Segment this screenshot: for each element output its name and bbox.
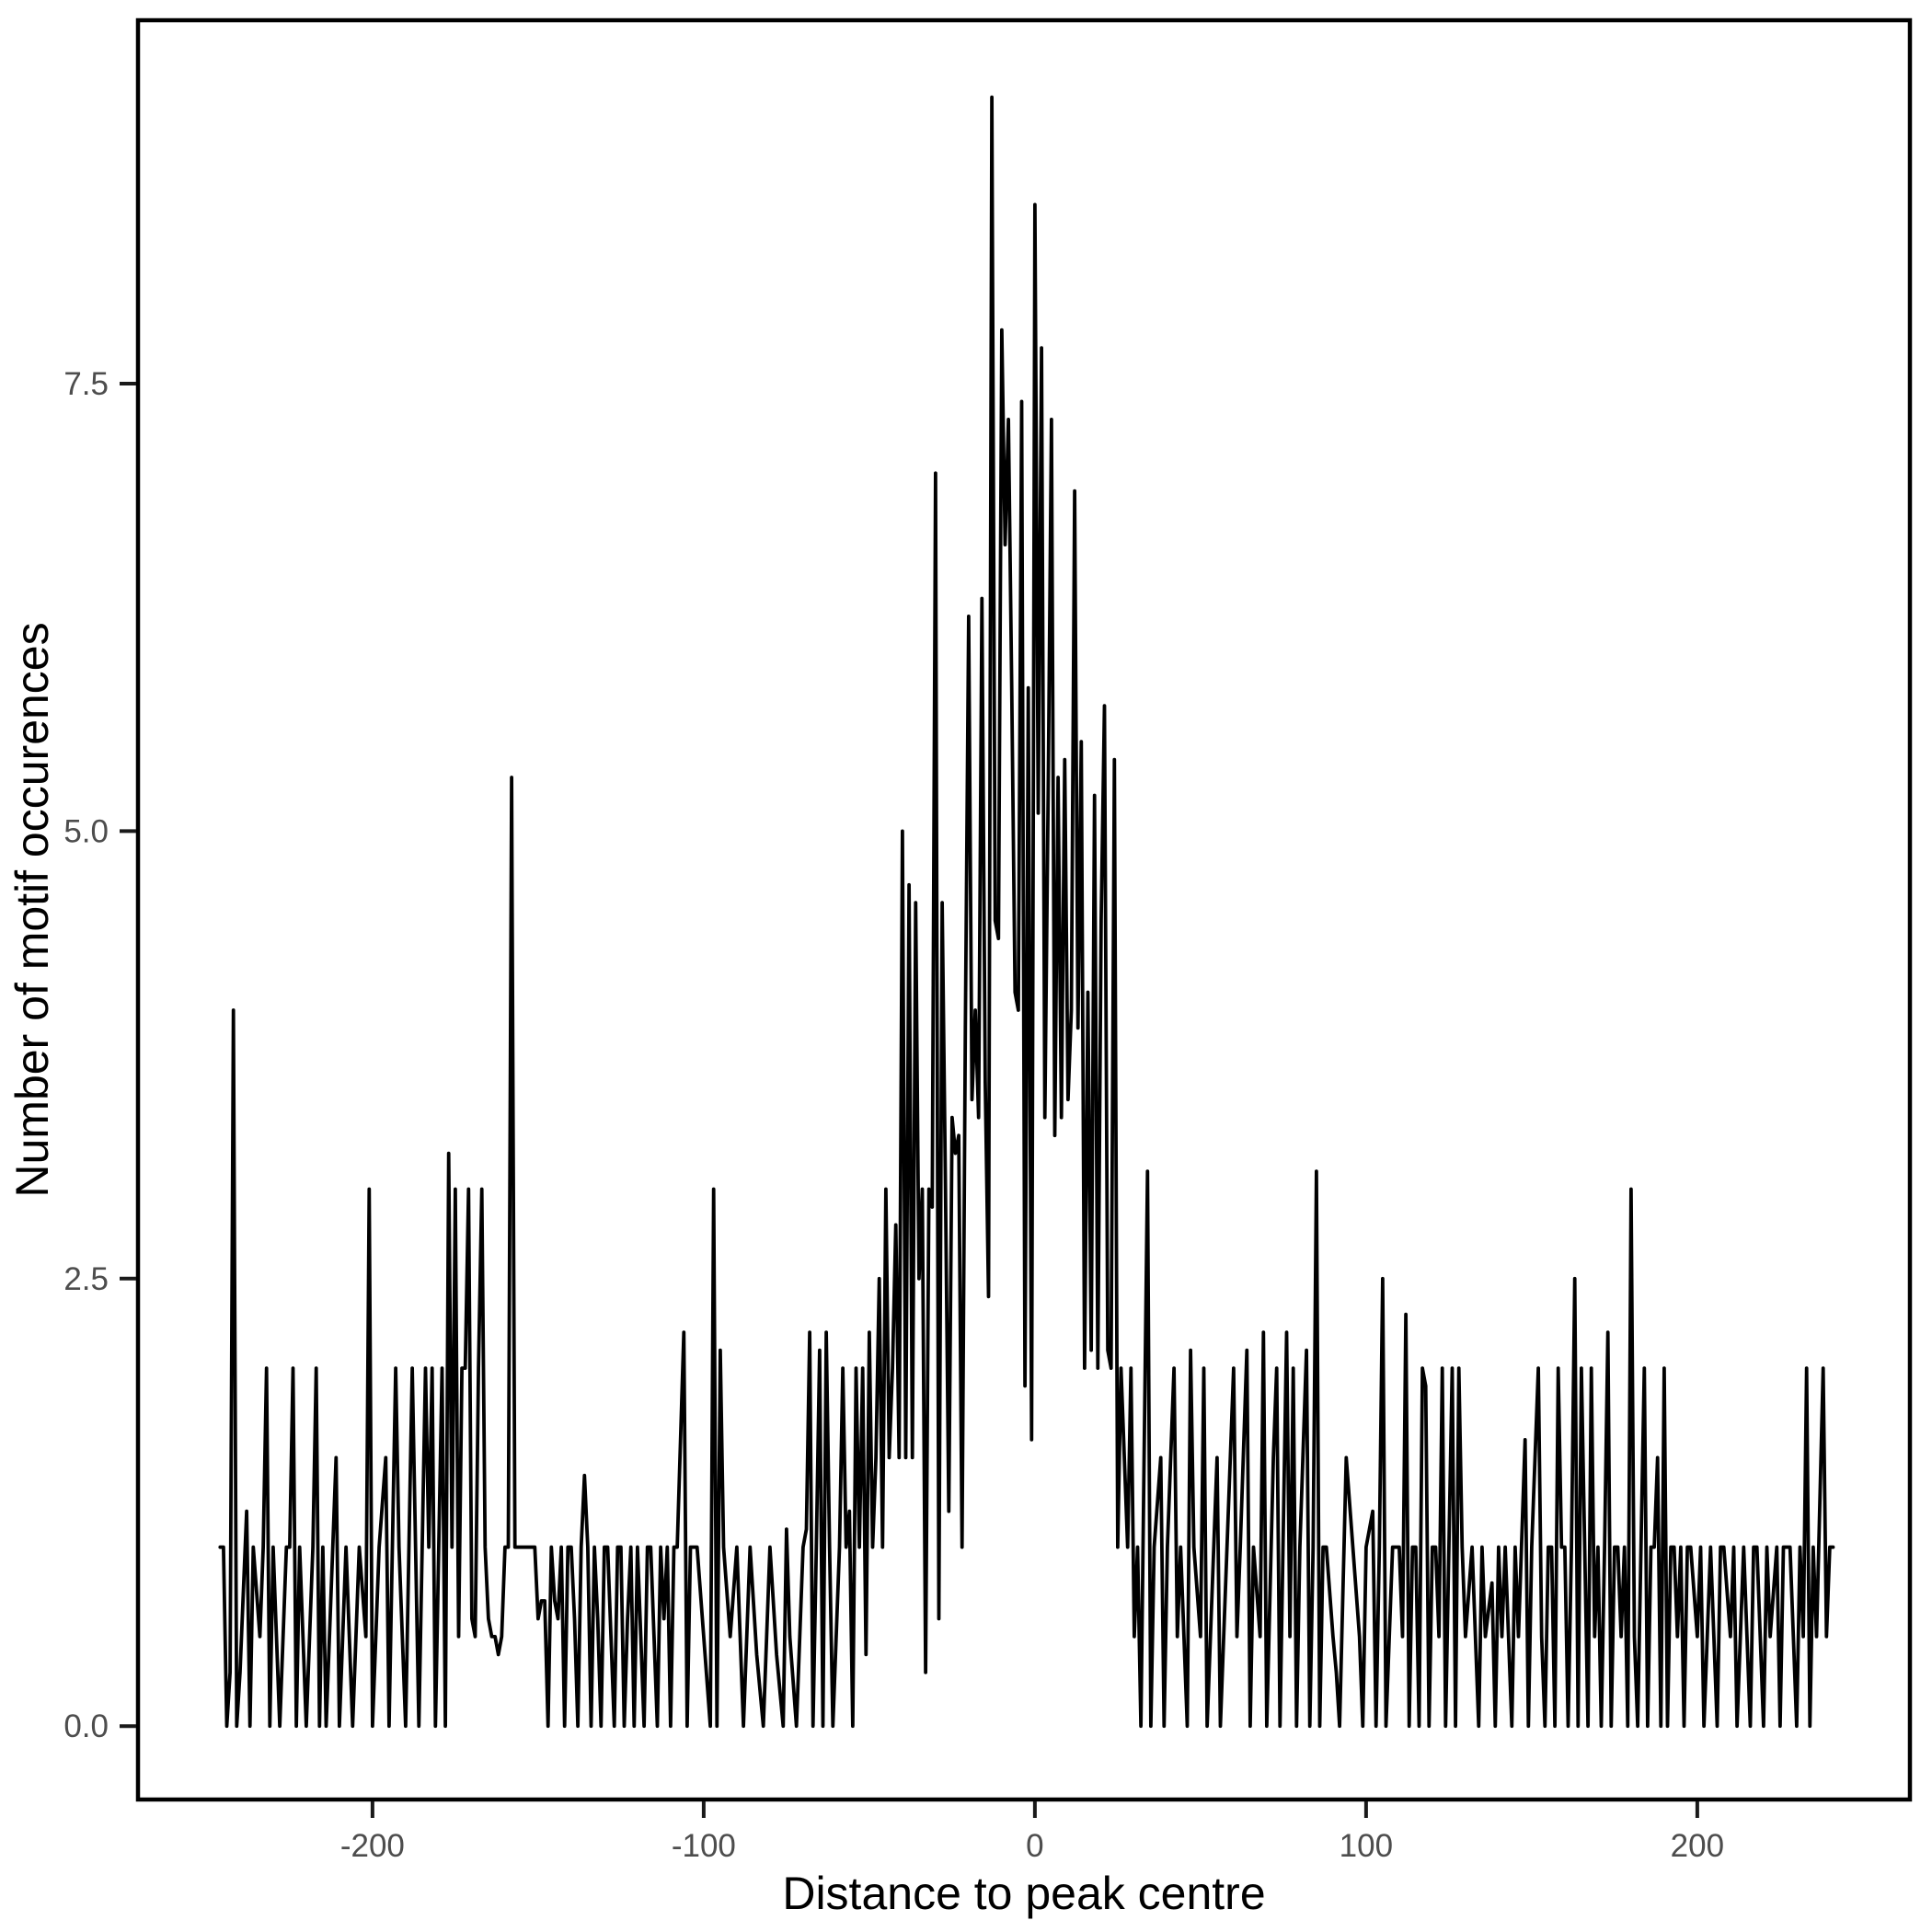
x-tick-label: 100 xyxy=(1340,1828,1393,1864)
y-tick-label: 7.5 xyxy=(63,366,109,402)
y-tick-label: 5.0 xyxy=(63,813,109,849)
series-line xyxy=(218,95,1835,1729)
y-axis-title: Number of motif occurences xyxy=(6,622,58,1197)
y-tick-label: 2.5 xyxy=(63,1261,109,1297)
series-group xyxy=(218,95,1835,1729)
x-tick-label: 0 xyxy=(1026,1828,1043,1864)
y-tick-label: 0.0 xyxy=(63,1708,109,1744)
x-tick-label: -100 xyxy=(672,1828,736,1864)
x-tick-label: 200 xyxy=(1671,1828,1724,1864)
y-axis-ticks: 0.0 2.5 5.0 7.5 xyxy=(63,366,136,1744)
x-axis-title: Distance to peak centre xyxy=(782,1868,1265,1919)
x-axis-ticks: -200 -100 0 100 200 xyxy=(340,1801,1724,1864)
x-tick-label: -200 xyxy=(340,1828,405,1864)
